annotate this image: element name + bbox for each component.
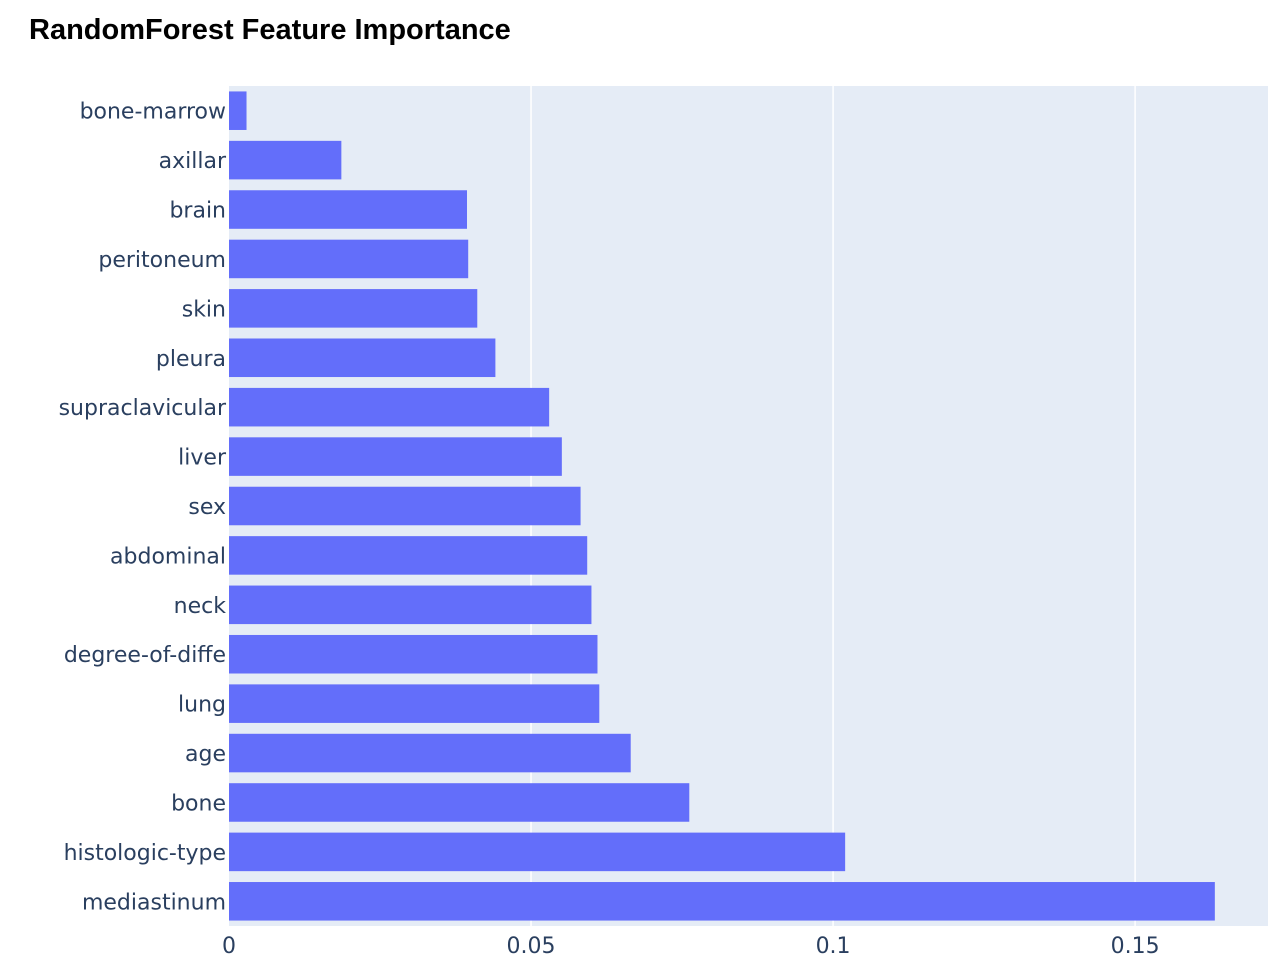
bar-histologic-type (229, 833, 845, 872)
y-tick-label: lung (178, 693, 226, 718)
bar-liver (229, 437, 562, 476)
bar-peritoneum (229, 240, 468, 279)
y-tick-label: abdominal (110, 544, 226, 569)
bar-mediastinum (229, 882, 1215, 921)
bar-age (229, 734, 631, 773)
x-tick-label: 0.1 (816, 934, 851, 959)
y-tick-label: sex (188, 495, 226, 520)
y-tick-label: peritoneum (98, 248, 226, 273)
bar-bone-marrow (229, 91, 247, 130)
bar-brain (229, 190, 467, 229)
bar-lung (229, 684, 599, 723)
y-tick-label: histologic-type (64, 841, 226, 866)
bar-axillar (229, 141, 341, 180)
x-tick-label: 0.05 (507, 934, 556, 959)
y-tick-label: neck (174, 594, 227, 619)
x-tick-labels: 0 0.05 0.1 0.15 (222, 934, 1160, 959)
y-tick-label: degree-of-diffe (64, 643, 226, 668)
y-tick-label: supraclavicular (59, 396, 227, 421)
y-tick-label: brain (169, 199, 226, 224)
bar-bone (229, 783, 689, 822)
y-tick-label: axillar (159, 149, 227, 174)
bar-degree-of-diffe (229, 635, 597, 674)
y-tick-label: bone-marrow (80, 100, 226, 125)
bar-supraclavicular (229, 388, 549, 427)
bar-neck (229, 586, 591, 625)
y-tick-label: bone (171, 791, 226, 816)
bar-skin (229, 289, 477, 328)
bar-sex (229, 487, 581, 526)
y-tick-label: pleura (156, 347, 226, 372)
x-tick-label: 0.15 (1111, 934, 1160, 959)
x-tick-label: 0 (222, 934, 236, 959)
bar-abdominal (229, 536, 587, 575)
y-tick-label: liver (178, 446, 227, 471)
bar-pleura (229, 338, 495, 377)
y-tick-labels: bone-marrow axillar brain peritoneum skin ple… (59, 100, 227, 916)
y-tick-label: skin (182, 297, 226, 322)
y-tick-label: age (185, 742, 226, 767)
y-tick-label: mediastinum (82, 890, 226, 915)
